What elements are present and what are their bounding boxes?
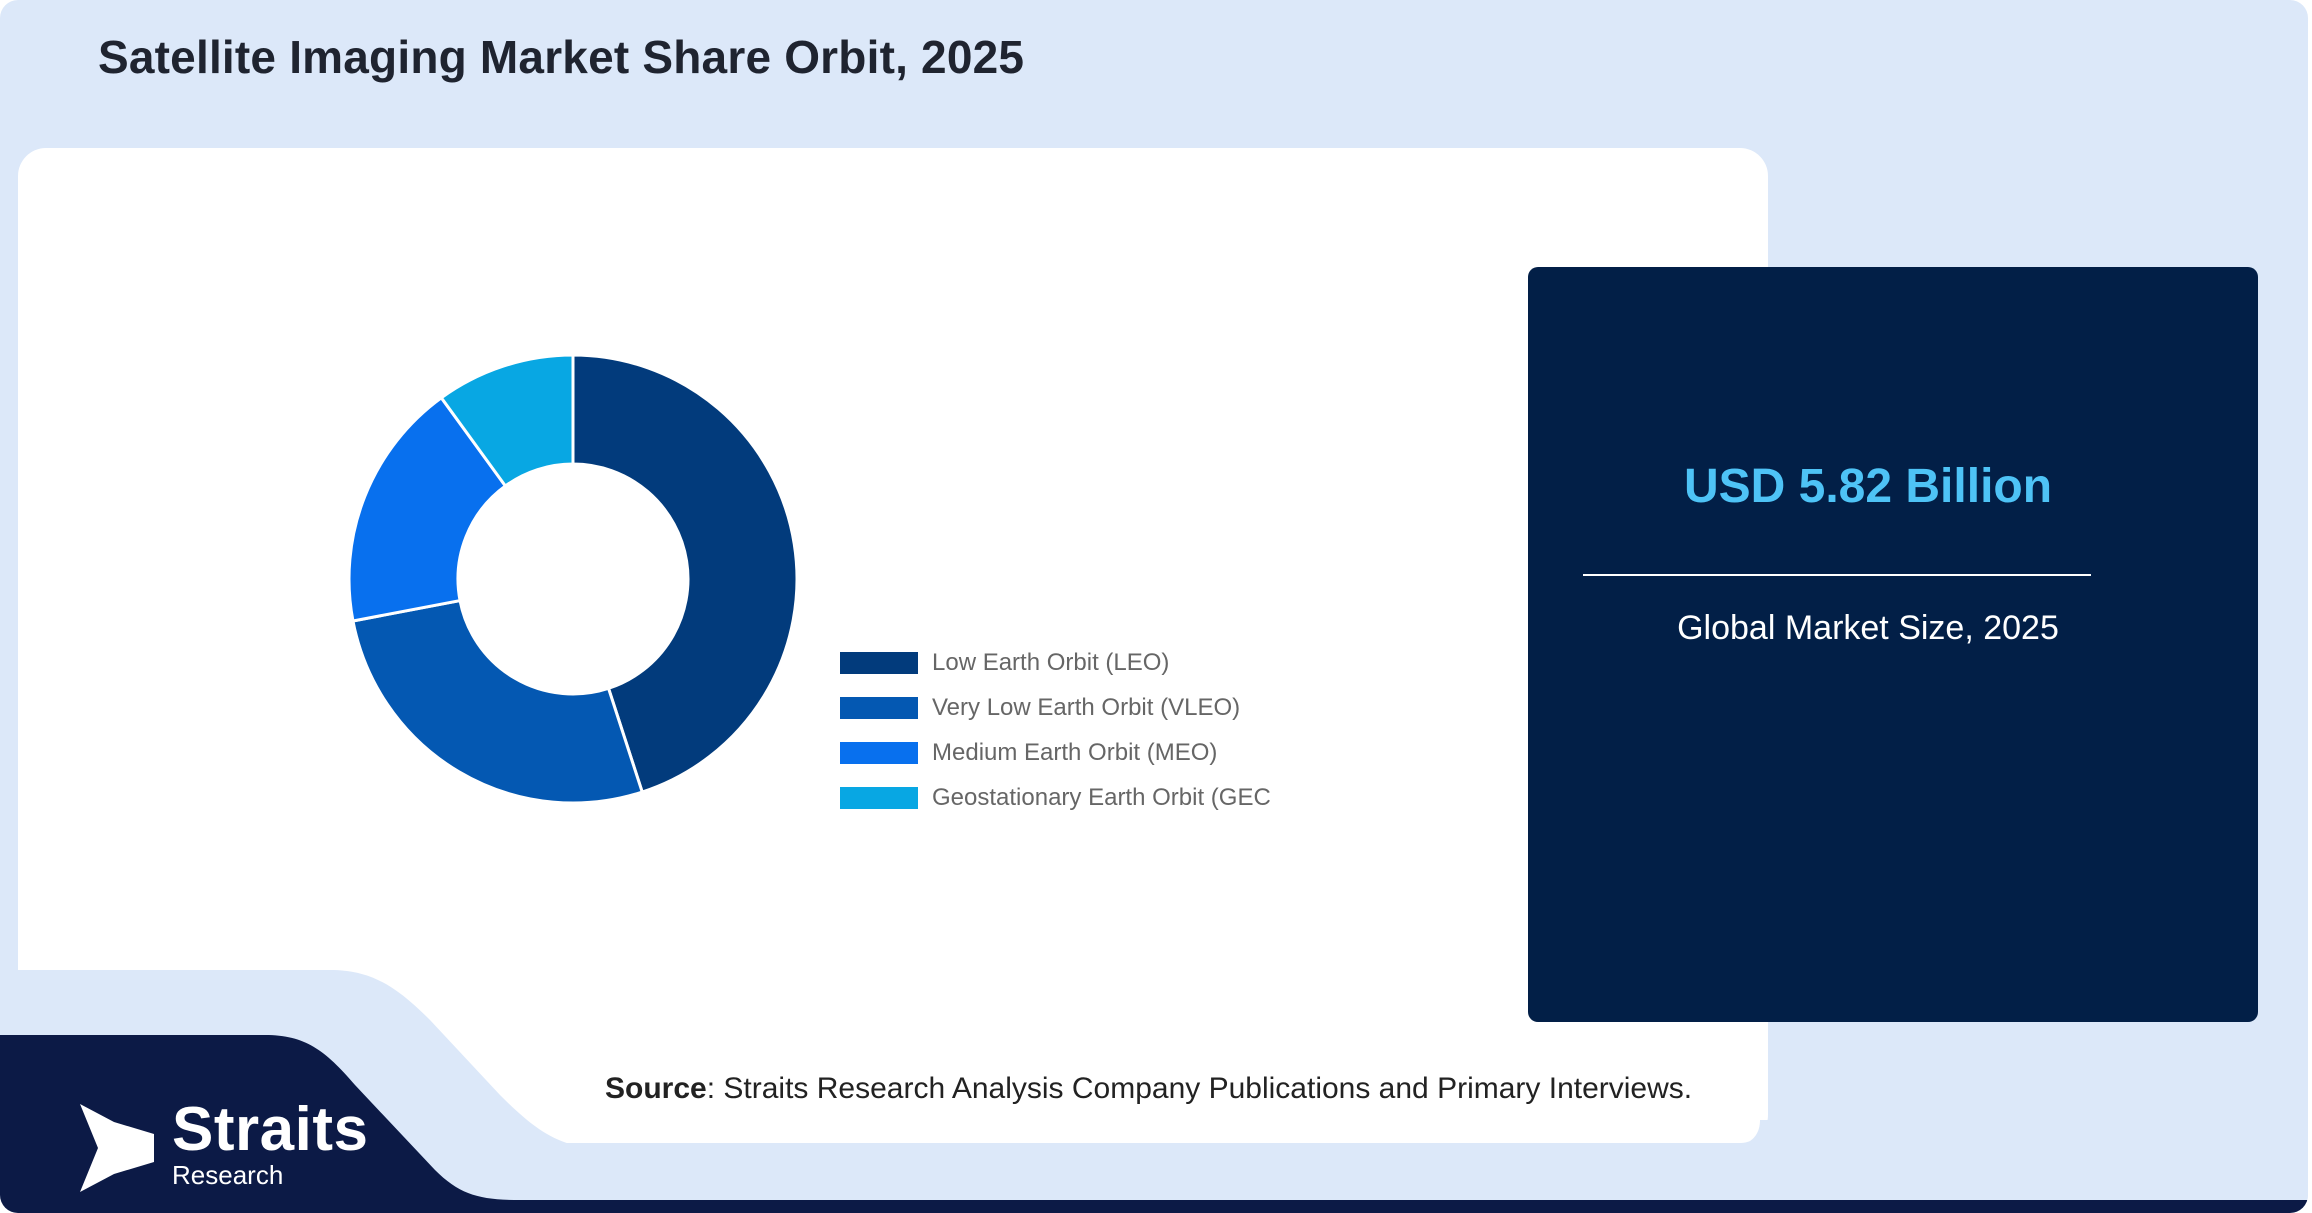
page-title: Satellite Imaging Market Share Orbit, 20…: [98, 31, 1025, 83]
chart-legend: Low Earth Orbit (LEO) Very Low Earth Orbi…: [840, 640, 1275, 820]
donut-slice-3: [347, 395, 508, 623]
legend-swatch: [840, 786, 918, 809]
legend-label: Geostationary Earth Orbit (GEC: [932, 783, 1271, 811]
legend-label: Medium Earth Orbit (MEO): [932, 738, 1218, 766]
legend-swatch: [840, 651, 918, 674]
legend-label: Low Earth Orbit (LEO): [932, 648, 1170, 676]
legend-item: Low Earth Orbit (LEO): [840, 640, 1275, 685]
footer-light-band: [0, 970, 2308, 1213]
legend-item: Geostationary Earth Orbit (GEC: [840, 775, 1275, 820]
legend-item: Medium Earth Orbit (MEO): [840, 730, 1275, 775]
donut-slice-2: [351, 598, 645, 805]
logo-subtitle: Research: [172, 1160, 284, 1190]
legend-label: Very Low Earth Orbit (VLEO): [932, 693, 1241, 721]
logo-wordmark: Straits: [172, 1095, 369, 1164]
source-text: : Straits Research Analysis Company Publ…: [706, 1072, 1693, 1105]
source-note: Source: Straits Research Analysis Compan…: [605, 1072, 1692, 1106]
arrow-logo-icon: [80, 1104, 154, 1192]
donut-slice-1: [571, 353, 799, 794]
legend-item: Very Low Earth Orbit (VLEO): [840, 685, 1275, 730]
panel-divider: [1583, 574, 2091, 576]
legend-swatch: [840, 741, 918, 764]
straits-logo: Straits Research: [80, 1095, 400, 1195]
donut-chart: [347, 353, 799, 805]
market-size-panel: USD 5.82 Billion Global Market Size, 202…: [1528, 267, 2258, 1022]
market-size-caption: Global Market Size, 2025: [1677, 609, 2059, 647]
market-size-value: USD 5.82 Billion: [1683, 460, 2053, 513]
legend-swatch: [840, 696, 918, 719]
footer-dark-band: [0, 1035, 2308, 1213]
source-label: Source: [605, 1072, 707, 1105]
donut-slice-4: [439, 353, 575, 489]
